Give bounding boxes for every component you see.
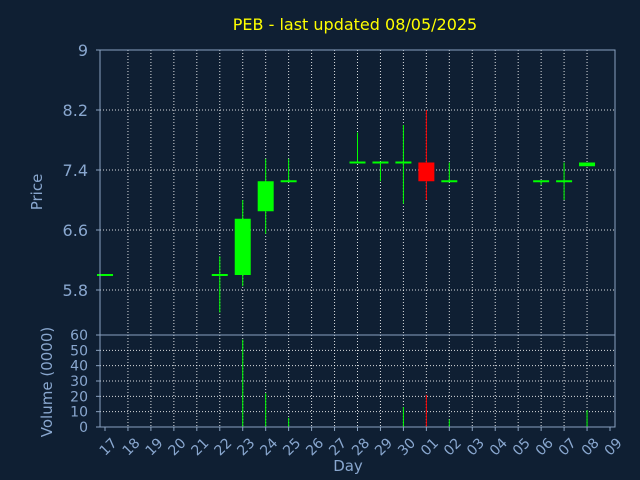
chart-title: PEB - last updated 08/05/2025 [233, 15, 477, 34]
candle-body [97, 274, 113, 276]
volume-tick-label: 20 [70, 389, 88, 405]
x-tick-label: 03 [464, 435, 488, 459]
candle-body [441, 180, 458, 183]
candles [97, 110, 596, 313]
price-tick-label: 7.4 [63, 161, 88, 180]
x-tick-label: 04 [487, 435, 511, 459]
x-tick-label: 26 [303, 435, 327, 459]
volume-tick-label: 50 [70, 343, 88, 359]
price-tick-label: 9 [78, 41, 88, 60]
volume-tick-label: 10 [70, 405, 88, 421]
volume-tick-label: 30 [70, 374, 88, 390]
volume-grid [100, 335, 615, 427]
x-tick-label: 17 [97, 435, 121, 459]
volume-axis-title: Volume (0000) [38, 327, 56, 437]
price-tick-label: 6.6 [63, 221, 88, 240]
price-axis-ticks: 9 8.2 7.4 6.6 5.8 [63, 41, 100, 300]
x-tick-label: 08 [579, 435, 603, 459]
volume-tick-label: 60 [70, 328, 88, 344]
candle-body [556, 180, 573, 183]
x-tick-label: 19 [143, 435, 167, 459]
price-grid [100, 50, 615, 335]
x-tick-label: 09 [602, 435, 626, 459]
candle-body [280, 180, 297, 183]
x-tick-label: 25 [280, 435, 304, 459]
candle-body [372, 161, 389, 164]
candle-body [234, 218, 251, 275]
x-tick-label: 06 [533, 435, 557, 459]
x-axis-ticks: 17 18 19 20 21 22 23 24 25 26 27 28 29 30 01 02 03 04 05 06… [97, 427, 626, 459]
x-tick-label: 01 [418, 435, 442, 459]
x-tick-label: 23 [234, 435, 258, 459]
x-tick-label: 20 [166, 435, 190, 459]
candle-body [579, 162, 596, 167]
candle-body [211, 274, 228, 276]
volume-tick-label: 0 [79, 420, 88, 436]
x-tick-label: 02 [441, 435, 465, 459]
x-tick-label: 30 [395, 435, 419, 459]
x-tick-label: 05 [510, 435, 534, 459]
x-tick-label: 22 [211, 435, 235, 459]
x-tick-label: 07 [556, 435, 580, 459]
candle-body [418, 162, 435, 182]
price-axis-title: Price [28, 174, 46, 211]
candle-body [395, 161, 412, 164]
candle-body [533, 180, 550, 183]
candle-body [349, 161, 366, 164]
x-tick-label: 21 [189, 435, 213, 459]
x-tick-label: 27 [326, 435, 350, 459]
x-tick-label: 18 [120, 435, 144, 459]
x-tick-label: 29 [372, 435, 396, 459]
price-tick-label: 8.2 [63, 101, 88, 120]
x-tick-label: 28 [349, 435, 373, 459]
price-tick-label: 5.8 [63, 281, 88, 300]
volume-tick-label: 40 [70, 359, 88, 375]
x-axis-title: Day [333, 457, 363, 475]
volume-bars [242, 339, 588, 427]
candle-body [257, 181, 274, 212]
x-tick-label: 24 [257, 435, 281, 459]
